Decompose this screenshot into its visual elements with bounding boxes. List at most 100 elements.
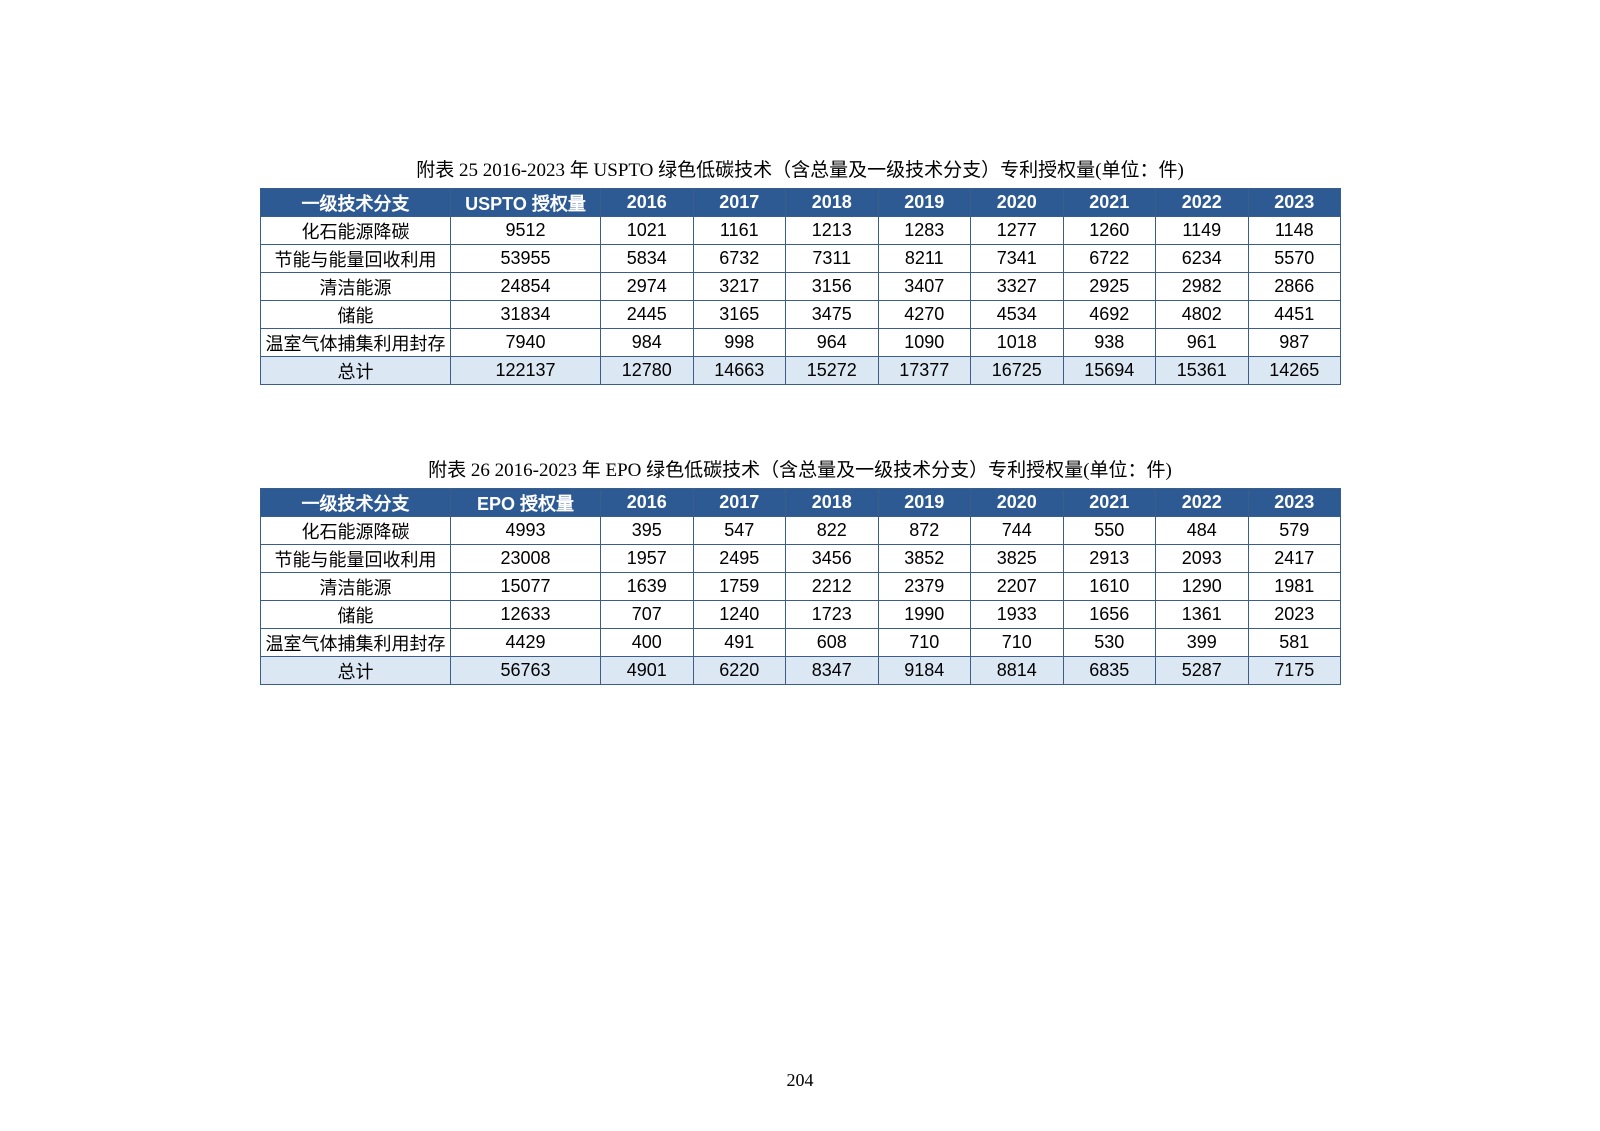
cell: 5834 [601, 245, 694, 273]
cell: 4692 [1063, 301, 1156, 329]
th-year: 2023 [1248, 489, 1341, 517]
cell: 484 [1156, 517, 1249, 545]
cell: 1610 [1063, 573, 1156, 601]
cell: 7175 [1248, 657, 1341, 685]
cell: 3825 [971, 545, 1064, 573]
cell: 节能与能量回收利用 [261, 245, 451, 273]
cell: 998 [693, 329, 786, 357]
cell: 3327 [971, 273, 1064, 301]
cell: 8814 [971, 657, 1064, 685]
cell: 2093 [1156, 545, 1249, 573]
cell: 24854 [451, 273, 601, 301]
table-block-epo: 附表 26 2016-2023 年 EPO 绿色低碳技术（含总量及一级技术分支）… [260, 455, 1340, 685]
cell: 3852 [878, 545, 971, 573]
cell: 6835 [1063, 657, 1156, 685]
cell: 1283 [878, 217, 971, 245]
cell: 3156 [786, 273, 879, 301]
cell: 2417 [1248, 545, 1341, 573]
cell: 1090 [878, 329, 971, 357]
total-row: 总计 122137 12780 14663 15272 17377 16725 … [261, 357, 1341, 385]
cell: 399 [1156, 629, 1249, 657]
cell: 3475 [786, 301, 879, 329]
cell: 化石能源降碳 [261, 217, 451, 245]
cell: 储能 [261, 601, 451, 629]
cell: 1723 [786, 601, 879, 629]
cell: 1759 [693, 573, 786, 601]
cell: 3165 [693, 301, 786, 329]
th-year: 2019 [878, 489, 971, 517]
cell: 温室气体捕集利用封存 [261, 329, 451, 357]
th-year: 2019 [878, 189, 971, 217]
page: 附表 25 2016-2023 年 USPTO 绿色低碳技术（含总量及一级技术分… [0, 0, 1600, 1131]
cell: 1656 [1063, 601, 1156, 629]
cell: 15361 [1156, 357, 1249, 385]
cell: 化石能源降碳 [261, 517, 451, 545]
table-caption: 附表 26 2016-2023 年 EPO 绿色低碳技术（含总量及一级技术分支）… [260, 455, 1340, 482]
cell: 6220 [693, 657, 786, 685]
table-block-uspto: 附表 25 2016-2023 年 USPTO 绿色低碳技术（含总量及一级技术分… [260, 155, 1340, 385]
cell: 温室气体捕集利用封存 [261, 629, 451, 657]
cell: 清洁能源 [261, 273, 451, 301]
cell: 15694 [1063, 357, 1156, 385]
cell: 4901 [601, 657, 694, 685]
table-row: 清洁能源 24854 2974 3217 3156 3407 3327 2925… [261, 273, 1341, 301]
table-row: 温室气体捕集利用封存 7940 984 998 964 1090 1018 93… [261, 329, 1341, 357]
cell: 8347 [786, 657, 879, 685]
cell: 744 [971, 517, 1064, 545]
cell: 1933 [971, 601, 1064, 629]
total-row: 总计 56763 4901 6220 8347 9184 8814 6835 5… [261, 657, 1341, 685]
cell: 1957 [601, 545, 694, 573]
cell: 53955 [451, 245, 601, 273]
th-year: 2021 [1063, 189, 1156, 217]
cell: 3456 [786, 545, 879, 573]
cell: 491 [693, 629, 786, 657]
cell: 总计 [261, 357, 451, 385]
th-year: 2021 [1063, 489, 1156, 517]
cell: 1639 [601, 573, 694, 601]
cell: 1213 [786, 217, 879, 245]
cell: 7311 [786, 245, 879, 273]
table-row: 节能与能量回收利用 23008 1957 2495 3456 3852 3825… [261, 545, 1341, 573]
cell: 1260 [1063, 217, 1156, 245]
cell: 14663 [693, 357, 786, 385]
cell: 822 [786, 517, 879, 545]
cell: 5287 [1156, 657, 1249, 685]
cell: 1148 [1248, 217, 1341, 245]
cell: 4993 [451, 517, 601, 545]
cell: 12633 [451, 601, 601, 629]
cell: 2207 [971, 573, 1064, 601]
cell: 6722 [1063, 245, 1156, 273]
cell: 2925 [1063, 273, 1156, 301]
cell: 2379 [878, 573, 971, 601]
cell: 9512 [451, 217, 601, 245]
table-body: 化石能源降碳 4993 395 547 822 872 744 550 484 … [261, 517, 1341, 685]
cell: 8211 [878, 245, 971, 273]
th-year: 2018 [786, 489, 879, 517]
th-year: 2018 [786, 189, 879, 217]
table-row: 节能与能量回收利用 53955 5834 6732 7311 8211 7341… [261, 245, 1341, 273]
cell: 395 [601, 517, 694, 545]
table-head: 一级技术分支 USPTO 授权量 2016 2017 2018 2019 202… [261, 189, 1341, 217]
cell: 2445 [601, 301, 694, 329]
th-year: 2017 [693, 189, 786, 217]
th-year: 2020 [971, 489, 1064, 517]
cell: 2495 [693, 545, 786, 573]
cell: 16725 [971, 357, 1064, 385]
uspto-table: 一级技术分支 USPTO 授权量 2016 2017 2018 2019 202… [260, 188, 1341, 385]
cell: 4802 [1156, 301, 1249, 329]
cell: 7341 [971, 245, 1064, 273]
cell: 7940 [451, 329, 601, 357]
cell: 1240 [693, 601, 786, 629]
cell: 6234 [1156, 245, 1249, 273]
cell: 总计 [261, 657, 451, 685]
th-branch: 一级技术分支 [261, 189, 451, 217]
th-year: 2016 [601, 489, 694, 517]
cell: 9184 [878, 657, 971, 685]
cell: 984 [601, 329, 694, 357]
cell: 12780 [601, 357, 694, 385]
table-row: 清洁能源 15077 1639 1759 2212 2379 2207 1610… [261, 573, 1341, 601]
th-year: 2022 [1156, 189, 1249, 217]
table-row: 化石能源降碳 9512 1021 1161 1213 1283 1277 126… [261, 217, 1341, 245]
cell: 2974 [601, 273, 694, 301]
cell: 1361 [1156, 601, 1249, 629]
